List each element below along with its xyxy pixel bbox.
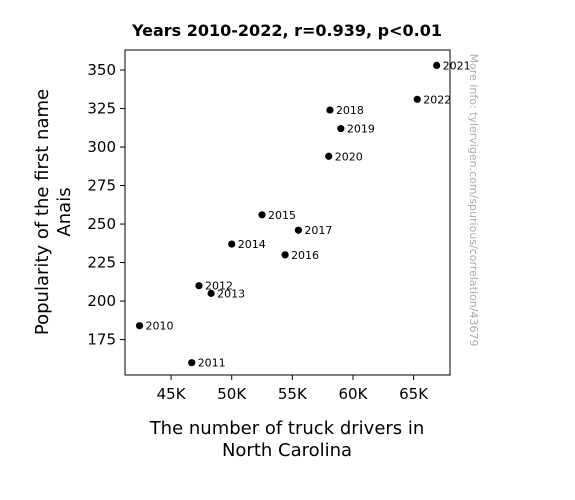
x-tick-label: 65K bbox=[399, 385, 429, 403]
x-tick-label: 60K bbox=[339, 385, 369, 403]
point-label-2011: 2011 bbox=[198, 357, 226, 370]
point-label-2016: 2016 bbox=[291, 249, 319, 262]
x-tick-label: 50K bbox=[217, 385, 247, 403]
point-label-2013: 2013 bbox=[217, 287, 245, 300]
data-point-2022 bbox=[413, 95, 421, 103]
point-label-2017: 2017 bbox=[304, 224, 332, 237]
y-tick-label: 200 bbox=[87, 292, 116, 310]
point-label-2010: 2010 bbox=[146, 320, 174, 333]
x-axis-label-line-1: The number of truck drivers in bbox=[149, 418, 425, 439]
data-point-2016 bbox=[281, 251, 289, 259]
x-axis-label-line-2: North Carolina bbox=[222, 440, 352, 461]
y-tick-label: 175 bbox=[87, 331, 116, 349]
y-tick-label: 325 bbox=[87, 100, 116, 118]
x-axis: 45K 50K 55K 60K 65K bbox=[157, 375, 429, 403]
data-point-2012 bbox=[195, 282, 203, 290]
data-point-2015 bbox=[258, 211, 266, 219]
point-label-2022: 2022 bbox=[423, 93, 451, 106]
chart-title: Years 2010-2022, r=0.939, p<0.01 bbox=[131, 21, 442, 40]
y-tick-label: 225 bbox=[87, 254, 116, 272]
point-label-2018: 2018 bbox=[336, 104, 364, 117]
y-axis-label-line-1: Popularity of the first name bbox=[32, 89, 53, 335]
y-axis: 175 200 225 250 275 300 325 350 bbox=[87, 61, 125, 349]
data-point-2011 bbox=[188, 359, 196, 367]
data-point-2020 bbox=[325, 152, 333, 160]
data-point-2017 bbox=[294, 226, 303, 234]
x-tick-label: 45K bbox=[157, 385, 187, 403]
y-tick-label: 300 bbox=[87, 138, 116, 156]
y-tick-label: 250 bbox=[87, 215, 116, 233]
data-point-2010 bbox=[135, 322, 144, 330]
data-point-2013 bbox=[207, 289, 215, 297]
y-tick-label: 350 bbox=[87, 61, 116, 79]
point-label-2012: 2012 bbox=[205, 280, 233, 293]
watermark-text: More info: tylervigen.com/spurious/corre… bbox=[467, 54, 480, 347]
point-label-2021: 2021 bbox=[443, 59, 471, 72]
point-label-2019: 2019 bbox=[347, 123, 375, 136]
point-label-2020: 2020 bbox=[335, 150, 363, 163]
x-tick-label: 55K bbox=[278, 385, 308, 403]
point-label-2015: 2015 bbox=[268, 209, 296, 222]
y-tick-label: 275 bbox=[87, 177, 116, 195]
data-point-2019 bbox=[337, 124, 345, 133]
data-point-2018 bbox=[326, 106, 334, 114]
plot-area bbox=[124, 49, 451, 376]
data-point-2021 bbox=[433, 61, 441, 70]
point-label-2014: 2014 bbox=[238, 238, 266, 251]
y-axis-label-line-2: Anais bbox=[54, 187, 75, 236]
data-point-2014 bbox=[228, 240, 236, 248]
